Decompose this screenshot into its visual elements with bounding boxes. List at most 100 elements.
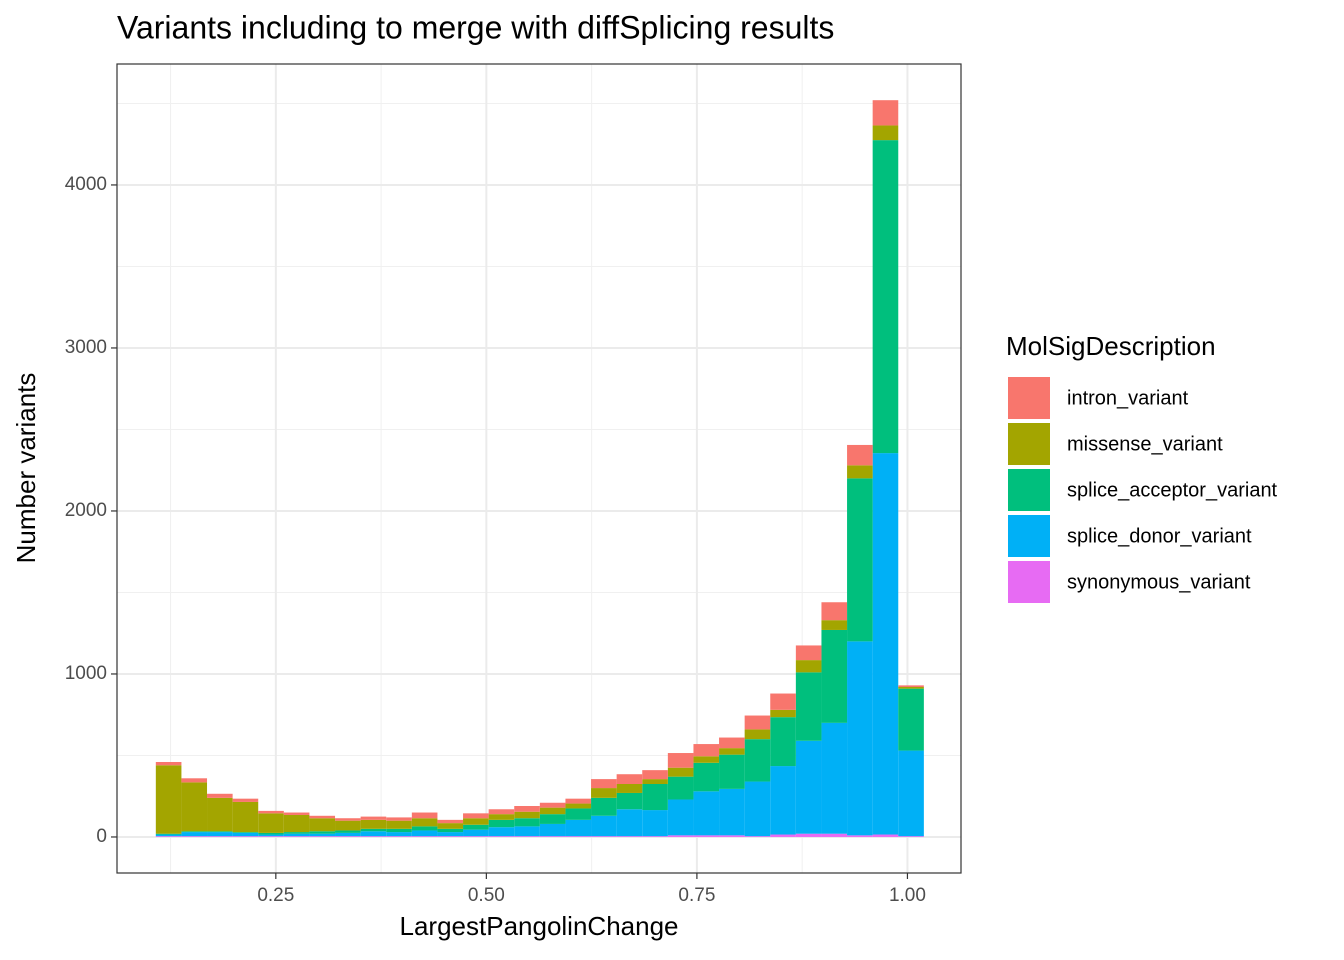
bar-segment [847, 835, 873, 837]
bar-segment [847, 444, 873, 466]
bar-segment [411, 812, 438, 819]
bar-segment [770, 834, 796, 837]
bar-segment [411, 836, 438, 837]
bar-segment [258, 834, 284, 837]
bar-segment [335, 818, 361, 821]
bar-segment [642, 836, 668, 837]
bar-segment [283, 832, 310, 834]
bar-segment [181, 778, 208, 783]
bar-segment [719, 748, 745, 755]
bar-segment [719, 754, 745, 789]
bar-segment [565, 819, 592, 837]
bar-segment [155, 765, 182, 834]
bar-segment [437, 828, 464, 833]
bar-segment [770, 766, 796, 835]
legend-label: synonymous_variant [1067, 571, 1251, 593]
legend-label: intron_variant [1067, 387, 1189, 409]
bar-segment [437, 819, 464, 824]
bar-segment [488, 819, 515, 828]
bar-segment [667, 799, 694, 836]
bar-segment [207, 831, 233, 833]
x-tick-label: 0.75 [678, 885, 715, 906]
bar-segment [616, 774, 643, 784]
bar-segment [232, 801, 259, 833]
bar-segment [539, 807, 566, 815]
bar-segment [872, 453, 899, 835]
bar-segment [616, 836, 643, 837]
bar-segment [386, 817, 412, 821]
bar-segment [539, 802, 566, 808]
bar-segment [847, 641, 873, 836]
bar-segment [207, 832, 233, 837]
x-tick-label: 0.25 [257, 885, 294, 906]
bar-segment [309, 818, 336, 832]
bar-segment [360, 819, 387, 829]
bar-segment [872, 140, 899, 454]
legend-label: splice_donor_variant [1067, 525, 1252, 547]
bar-segment [744, 836, 771, 837]
bar-segment [463, 829, 489, 837]
bar-segment [693, 756, 720, 763]
bar-segment [386, 828, 412, 833]
bar-segment [437, 832, 464, 837]
y-axis-label: Number variants [11, 373, 41, 564]
bar-segment [386, 836, 412, 837]
bar-segment [591, 779, 617, 789]
bar-segment [514, 826, 540, 837]
bar-segment [488, 814, 515, 820]
bar-segment [821, 833, 848, 837]
bar-segment [514, 836, 540, 837]
bar-segment [514, 806, 540, 812]
bar-segment [821, 629, 848, 723]
bar-segment [437, 823, 464, 829]
bar-segment [411, 818, 438, 827]
legend-key [1008, 469, 1050, 511]
bar-segment [181, 782, 208, 832]
bar-segment [386, 832, 412, 837]
bar-segment [181, 836, 208, 837]
bar-segment [821, 620, 848, 630]
bar-segment [821, 722, 848, 834]
bar-segment [411, 826, 438, 831]
bar-segment [847, 465, 873, 479]
bar-segment [693, 744, 720, 757]
bar-segment [565, 808, 592, 820]
bar-segment [232, 836, 259, 837]
bar-segment [795, 833, 822, 837]
bar-segment [898, 687, 924, 689]
bar-segment [463, 824, 489, 830]
bar-segment [309, 836, 336, 837]
bar-segment [232, 832, 259, 837]
bar-segment [155, 761, 182, 766]
bar-segment [514, 818, 540, 827]
legend-key [1008, 377, 1050, 419]
bar-segment [719, 788, 745, 836]
bar-segment [488, 827, 515, 837]
bar-segment [232, 798, 259, 802]
bar-segment [591, 836, 617, 837]
bar-segment [667, 767, 694, 777]
bar-segment [744, 715, 771, 730]
bar-segment [898, 688, 924, 751]
bar-segment [795, 660, 822, 673]
bar-segment [488, 836, 515, 837]
bar-segment [283, 814, 310, 833]
bar-segment [795, 645, 822, 661]
bar-segment [642, 810, 668, 837]
bar-segment [898, 685, 924, 688]
bar-segment [207, 793, 233, 798]
x-tick-label: 1.00 [889, 885, 926, 906]
bar-segment [898, 836, 924, 837]
bar-segment [181, 831, 208, 833]
bar-segment [514, 811, 540, 819]
bar-segment [258, 810, 284, 814]
legend-key [1008, 515, 1050, 557]
bar-segment [155, 833, 182, 835]
bar-segment [719, 835, 745, 837]
bar-segment [258, 836, 284, 837]
legend-title: MolSigDescription [1006, 331, 1216, 361]
bar-segment [283, 836, 310, 837]
bar-segment [360, 831, 387, 837]
bar-segment [770, 709, 796, 718]
bar-segment [463, 813, 489, 819]
